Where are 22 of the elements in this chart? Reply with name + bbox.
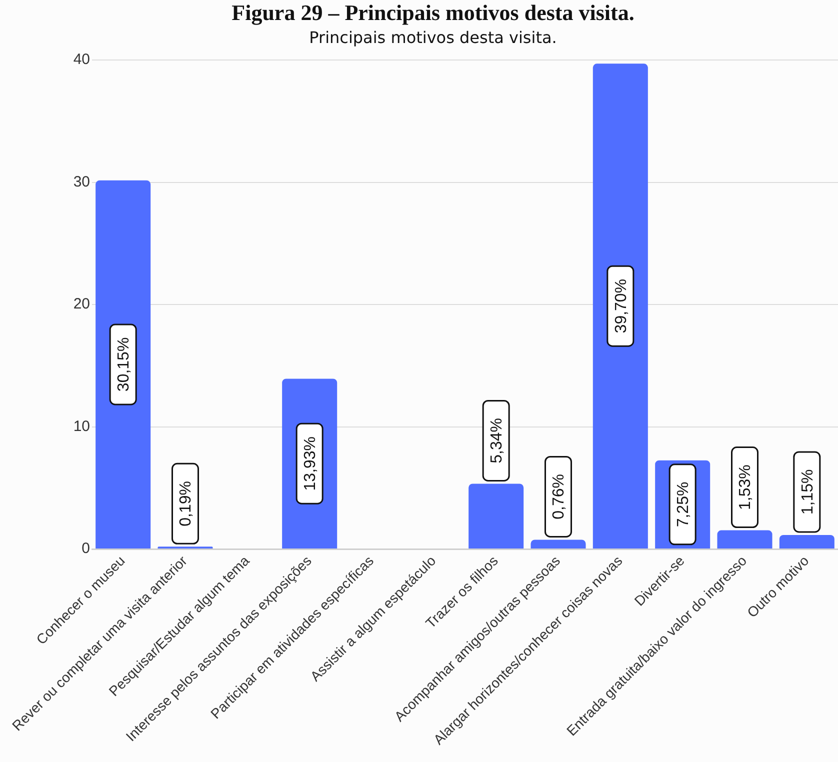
bar bbox=[96, 180, 151, 548]
data-label: 5,34% bbox=[488, 418, 506, 464]
bar bbox=[717, 530, 772, 548]
data-label: 13,93% bbox=[302, 436, 319, 491]
bar bbox=[779, 534, 834, 548]
data-label: 0,19% bbox=[178, 480, 195, 526]
y-tick-label: 40 bbox=[73, 51, 90, 68]
bar bbox=[592, 64, 648, 548]
data-label: 39,70% bbox=[612, 278, 630, 334]
y-tick-label: 30 bbox=[73, 173, 90, 190]
chart-subtitle: Principais motivos desta visita. bbox=[308, 27, 558, 49]
y-tick-label: 10 bbox=[73, 418, 90, 435]
data-label: 30,15% bbox=[115, 337, 132, 392]
chart-title: Figura 29 – Principais motivos desta visita. bbox=[230, 0, 636, 26]
data-label: 1,53% bbox=[737, 464, 754, 510]
data-label: 0,76% bbox=[550, 474, 568, 520]
bar bbox=[530, 540, 586, 548]
y-tick-label: 20 bbox=[73, 296, 90, 313]
data-label: 1,15% bbox=[799, 469, 816, 515]
data-label: 7,25% bbox=[674, 482, 692, 528]
bar bbox=[468, 484, 524, 548]
y-tick-label: 0 bbox=[82, 540, 90, 558]
